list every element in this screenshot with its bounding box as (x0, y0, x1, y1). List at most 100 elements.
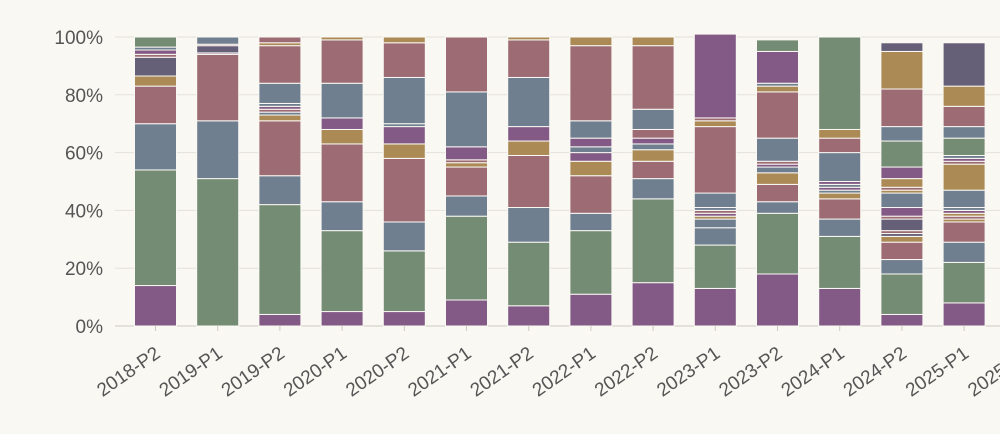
bar-segment (258, 175, 302, 206)
bar-segment (382, 126, 426, 145)
x-tick-label: 2025-P2 (964, 343, 1000, 401)
bar-segment (507, 305, 551, 327)
bar-segment (756, 50, 799, 84)
x-tick-label: 2024-P2 (840, 343, 911, 401)
bar-segment (756, 212, 799, 275)
bar-segment (880, 273, 924, 315)
bar-stack-2024-P2 (880, 42, 924, 327)
bar-segment (880, 235, 924, 243)
bar-segment (196, 53, 240, 122)
bar-segment (134, 75, 177, 87)
bar-segment (320, 230, 364, 313)
x-tick-label: 2019-P2 (218, 343, 289, 401)
grid-lines (115, 36, 1000, 327)
bar-segment (134, 123, 177, 171)
bar-segment (818, 192, 862, 200)
bar-stack-2022-P1 (569, 36, 613, 327)
bar-stack-2020-P2 (382, 36, 426, 327)
bar-segment (258, 45, 302, 84)
bar-segment (880, 192, 924, 209)
bar-segment (880, 207, 924, 217)
bar-segment (507, 76, 551, 128)
bar-segment (320, 39, 364, 84)
bar-segment (756, 273, 799, 327)
x-tick-label: 2025-P1 (902, 343, 973, 401)
bar-segment (631, 282, 675, 327)
bar-segment (134, 49, 177, 55)
bar-segment (756, 137, 799, 162)
bar-segment (942, 302, 986, 327)
bar-segment (569, 160, 613, 177)
bar-segment (382, 36, 426, 44)
bar-segment (445, 91, 488, 148)
bar-segment (320, 82, 364, 119)
bar-stack-2021-P2 (507, 36, 551, 327)
bar-segment (693, 287, 737, 327)
bar-segment (631, 137, 675, 145)
bar-segment (631, 178, 675, 200)
bar-segment (507, 39, 551, 78)
y-tick-label: 40% (65, 201, 103, 222)
bar-segment (320, 117, 364, 130)
bar-segment (818, 152, 862, 183)
bar-stack-2022-P2 (631, 36, 675, 327)
bar-segment (756, 201, 799, 214)
bar-segment (382, 76, 426, 125)
bar-segment (880, 166, 924, 180)
bar-segment (880, 88, 924, 128)
bar-segment (942, 261, 986, 304)
bar-segment (818, 218, 862, 237)
bar-segment (880, 42, 924, 52)
bar-segment (320, 36, 364, 41)
bar-stack-2019-P1 (196, 36, 240, 327)
bar-segment (880, 140, 924, 168)
bars (134, 33, 986, 327)
bar-segment (756, 166, 799, 174)
bar-segment (382, 42, 426, 78)
bar-segment (942, 163, 986, 191)
bar-segment (134, 56, 177, 77)
bar-segment (320, 311, 364, 327)
bar-segment (134, 285, 177, 327)
bar-segment (196, 178, 240, 327)
bar-segment (258, 82, 302, 104)
bar-segment (756, 39, 799, 52)
bar-segment (631, 45, 675, 110)
bar-segment (569, 45, 613, 122)
bar-segment (693, 244, 737, 289)
bar-segment (880, 178, 924, 188)
y-axis: 0% 20% 40% 60% 80% 100% (54, 28, 103, 338)
bar-segment (693, 33, 737, 119)
bar-segment (445, 166, 488, 197)
bar-segment (445, 195, 488, 217)
bar-segment (569, 36, 613, 47)
bar-segment (818, 128, 862, 139)
x-tick-label: 2021-P1 (404, 343, 475, 401)
bar-segment (258, 36, 302, 44)
bar-stack-2023-P2 (756, 39, 799, 327)
bar-segment (880, 259, 924, 275)
bar-segment (507, 241, 551, 307)
bar-segment (258, 114, 302, 122)
bar-segment (569, 120, 613, 139)
bar-segment (507, 126, 551, 142)
bar-segment (382, 143, 426, 159)
bar-stack-2020-P1 (320, 36, 364, 327)
bar-segment (445, 146, 488, 161)
bar-segment (569, 175, 613, 214)
bar-segment (196, 45, 240, 54)
bar-segment (134, 36, 177, 48)
bar-segment (818, 198, 862, 220)
bar-segment (942, 241, 986, 263)
bar-segment (382, 221, 426, 252)
bar-segment (320, 143, 364, 203)
bar-segment (320, 201, 364, 232)
bar-segment (134, 169, 177, 287)
x-axis: 2018-P22019-P12019-P22020-P12020-P22021-… (93, 326, 1000, 401)
bar-segment (818, 287, 862, 327)
bar-segment (818, 36, 862, 130)
bar-segment (631, 36, 675, 47)
bar-segment (631, 160, 675, 180)
bar-segment (258, 204, 302, 315)
bar-segment (507, 140, 551, 156)
